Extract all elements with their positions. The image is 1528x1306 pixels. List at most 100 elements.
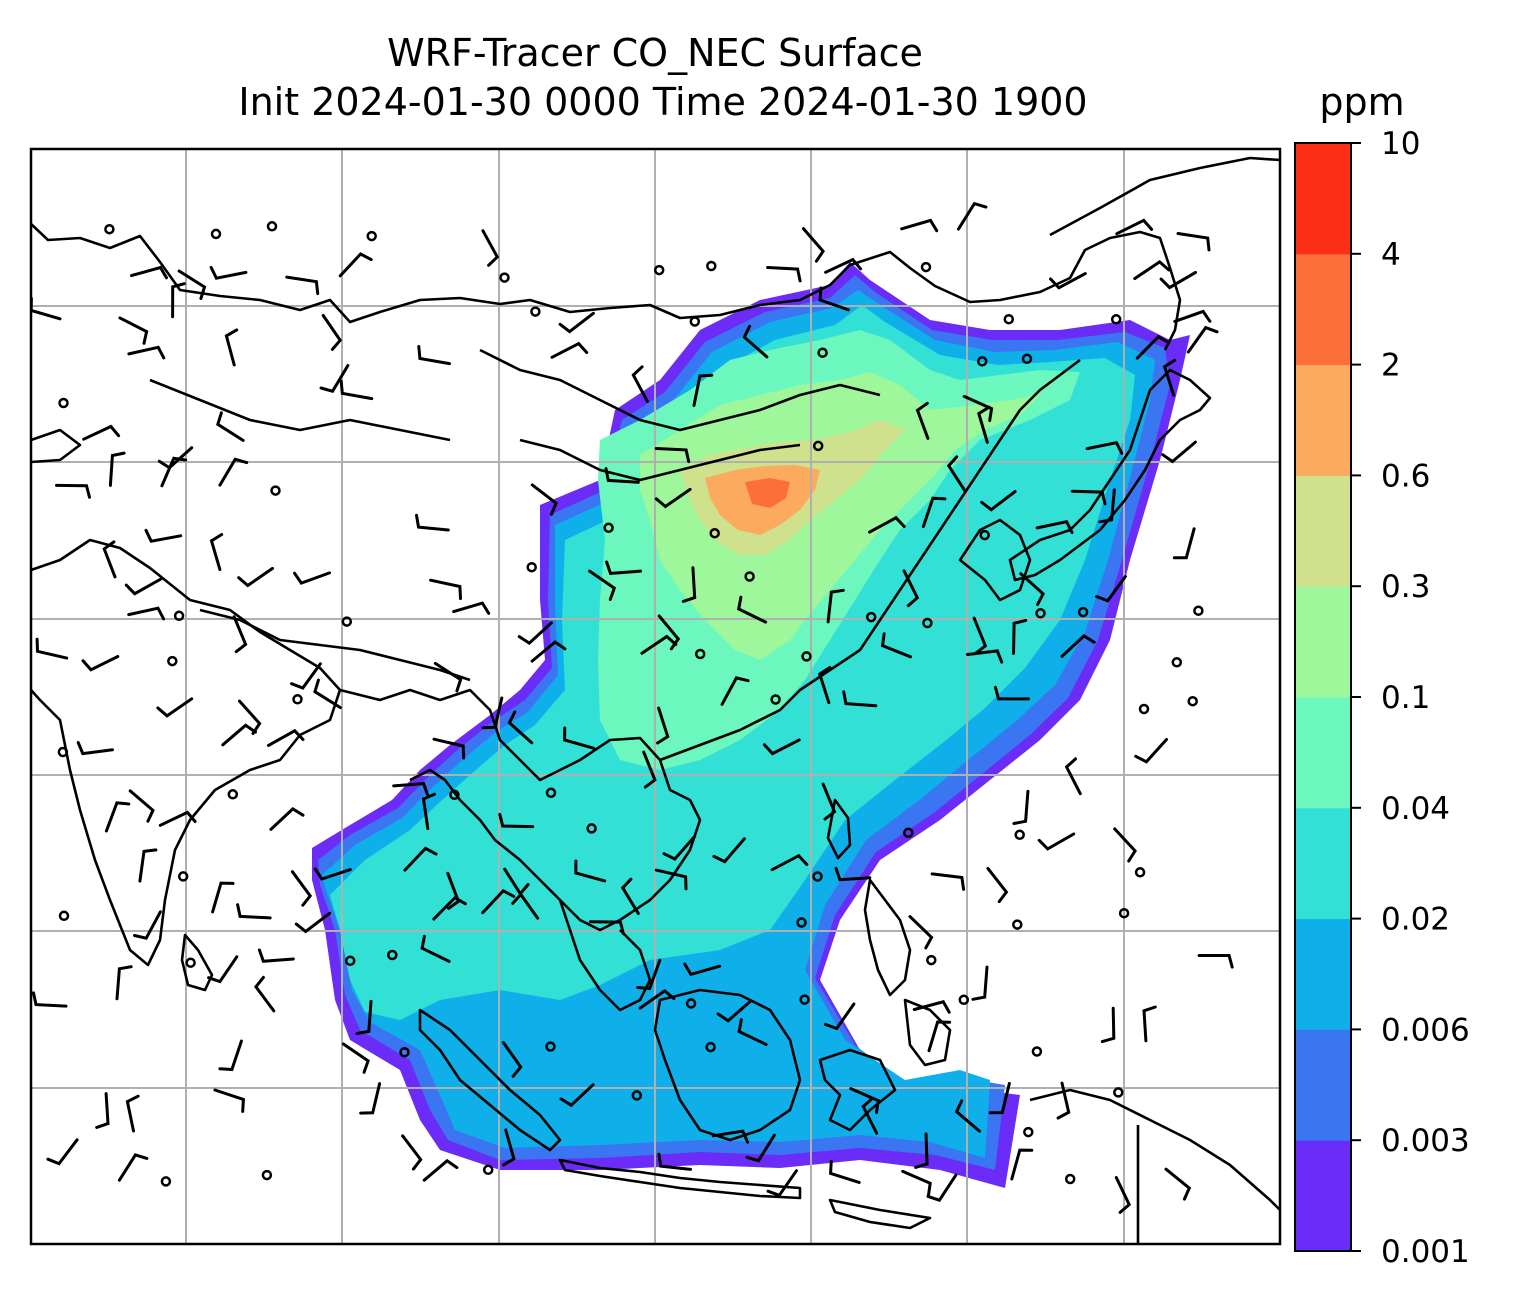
wind-barb <box>115 965 133 1001</box>
wind-barb <box>640 634 678 655</box>
wind-barb <box>432 895 467 921</box>
wind-barb <box>588 920 625 936</box>
wind-barb-calm <box>177 871 189 882</box>
wind-barb-calm <box>817 347 828 358</box>
wind-barb <box>341 1042 370 1074</box>
wind-barb <box>1064 757 1082 796</box>
wind-barb-calm <box>1134 867 1146 878</box>
wind-barb <box>403 846 438 872</box>
wind-barb <box>711 1129 750 1144</box>
wind-barb-calm <box>1187 695 1198 707</box>
wind-barb-calm <box>210 228 222 240</box>
wind-barb <box>1037 832 1076 851</box>
wind-barb-calm <box>976 356 988 367</box>
wind-barb-calm <box>399 1046 410 1058</box>
wind-barb <box>218 1039 243 1072</box>
wind-barbs <box>31 201 1234 1214</box>
wind-barb <box>218 457 249 487</box>
wind-barb <box>818 286 850 312</box>
wind-barb <box>737 1018 768 1046</box>
wind-barb <box>1115 218 1154 236</box>
wind-barb-calm <box>292 694 303 705</box>
wind-barb <box>766 1169 798 1198</box>
wind-barb <box>216 411 245 442</box>
wind-barb <box>213 1088 245 1113</box>
wind-barb <box>642 750 657 789</box>
wind-barb-calm <box>1193 605 1204 616</box>
coastline-new-guinea <box>1029 1088 1280 1211</box>
wind-barb <box>823 1002 856 1031</box>
wind-barb-calm <box>865 611 877 623</box>
coastline-lesser-sunda <box>828 1198 932 1230</box>
wind-barb <box>1012 789 1030 825</box>
wind-barb-calm <box>1113 1087 1124 1098</box>
wind-barb <box>1176 232 1211 252</box>
coastlines <box>31 156 1280 1244</box>
wind-barb <box>930 872 966 891</box>
wind-barb <box>236 903 272 920</box>
wind-barb <box>481 888 516 915</box>
wind-barb-calm <box>979 529 990 541</box>
wind-barb <box>95 1092 110 1129</box>
wind-barb <box>900 218 939 233</box>
wind-barb <box>128 789 155 823</box>
wind-barb <box>1012 618 1028 655</box>
wind-barb-calm <box>694 648 706 660</box>
wind-barb <box>1019 572 1045 606</box>
wind-barb <box>1142 1005 1157 1043</box>
wind-barb-calm <box>227 789 239 800</box>
wind-barb-calm <box>958 994 970 1006</box>
wind-barb <box>1134 738 1168 764</box>
wind-barb <box>692 373 714 407</box>
wind-barb <box>321 314 343 351</box>
wind-barb-calm <box>173 610 185 622</box>
coastline-sulawesi <box>818 1048 897 1132</box>
wind-barb-calm <box>1003 313 1015 325</box>
wind-barb <box>588 569 617 601</box>
wind-barb <box>415 513 450 532</box>
title-line-1: WRF-Tracer CO_NEC Surface <box>387 31 923 75</box>
colorbar-swatch <box>1295 1140 1351 1252</box>
colorbar-swatch <box>1295 807 1351 920</box>
wind-barb <box>745 1133 776 1163</box>
colorbar-swatch <box>1295 918 1351 1030</box>
wind-barb <box>927 1020 952 1053</box>
wind-barb <box>530 640 567 663</box>
wind-barb-calm <box>366 230 377 242</box>
coastline-china-east <box>659 358 1081 762</box>
colorbar-tick-label: 0.6 <box>1381 458 1430 494</box>
colorbar-tick-label: 0.1 <box>1381 680 1430 716</box>
wind-barb <box>574 859 607 883</box>
wind-barb <box>207 955 239 984</box>
wind-barb <box>986 866 1009 904</box>
wind-barb-calm <box>499 272 510 283</box>
coastline-indochina <box>339 688 702 932</box>
wind-barb <box>355 999 373 1035</box>
wind-barb <box>237 566 274 588</box>
title-line-2: Init 2024-01-30 0000 Time 2024-01-30 190… <box>238 80 1087 124</box>
wind-barb <box>156 697 194 718</box>
wind-barb <box>422 1158 459 1182</box>
wind-barb <box>662 835 697 861</box>
coastline-sri-lanka <box>180 933 214 992</box>
coastline-luzon <box>863 878 912 997</box>
wind-barb <box>401 1134 423 1171</box>
wind-barb <box>177 269 207 300</box>
wind-barb <box>902 569 920 608</box>
wind-barb-calm <box>545 1041 556 1052</box>
wind-barb <box>1161 440 1197 464</box>
wind-barb <box>313 867 352 881</box>
wind-barb-calm <box>1012 919 1023 930</box>
colorbar-tick-label: 0.006 <box>1381 1012 1470 1048</box>
wind-barb <box>158 810 197 827</box>
colorbar-tick-label: 10 <box>1381 126 1420 162</box>
wind-barb <box>211 881 235 914</box>
wind-barb-calm <box>1077 606 1089 618</box>
wind-barb <box>737 595 768 624</box>
wind-barb-calm <box>1064 1173 1076 1185</box>
wind-barb <box>498 812 535 829</box>
coastline-taiwan <box>826 798 852 860</box>
colorbar-ticks: 0.001 0.003 0.006 0.02 0.04 0.1 0.3 0.6 2 4 10 <box>1351 126 1470 1270</box>
wind-barb <box>604 467 640 484</box>
